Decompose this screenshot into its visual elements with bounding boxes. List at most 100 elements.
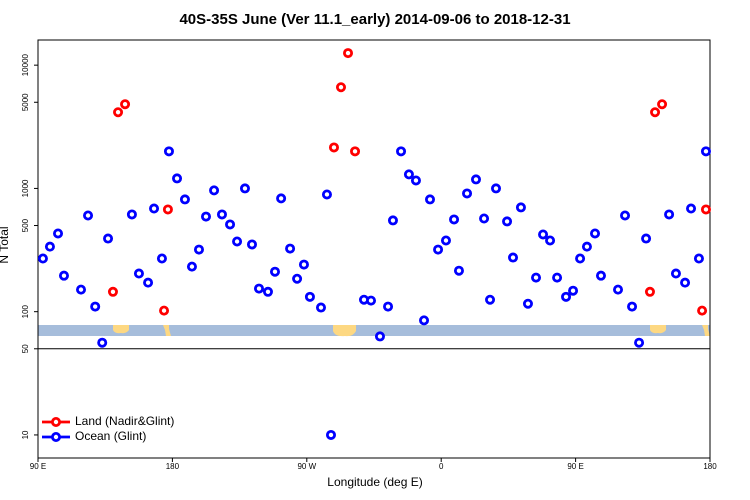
point (502, 216, 513, 227)
y-tick-label: 100 (21, 304, 30, 318)
point (76, 284, 87, 295)
point (186, 261, 197, 272)
point (613, 284, 624, 295)
point (254, 283, 265, 294)
y-tick-label: 500 (21, 218, 30, 232)
point (568, 285, 579, 296)
point (634, 337, 645, 348)
chart-title: 40S-35S June (Ver 11.1_early) 2014-09-06… (179, 11, 570, 28)
point (686, 203, 697, 214)
point (515, 202, 526, 213)
point (107, 286, 118, 297)
point (575, 253, 586, 264)
land-band (38, 325, 710, 337)
y-tick-label: 5000 (21, 93, 30, 111)
point (149, 203, 160, 214)
point (641, 233, 652, 244)
point (700, 204, 711, 215)
point (387, 215, 398, 226)
point (491, 183, 502, 194)
legend-label: Ocean (Glint) (75, 429, 146, 443)
point (90, 301, 101, 312)
y-tick-label: 10000 (21, 53, 30, 76)
point (225, 219, 236, 230)
point (680, 277, 691, 288)
point (590, 228, 601, 239)
point (298, 259, 309, 270)
point (103, 233, 114, 244)
point (479, 213, 490, 224)
point (325, 429, 336, 440)
point (239, 183, 250, 194)
point (292, 273, 303, 284)
point (37, 253, 48, 264)
point (545, 235, 556, 246)
point (670, 268, 681, 279)
plot-frame (37, 39, 711, 459)
point (410, 175, 421, 186)
point (424, 194, 435, 205)
x-tick-label: 180 (703, 462, 717, 471)
point (419, 315, 430, 326)
point (232, 236, 243, 247)
point (44, 241, 55, 252)
point (163, 146, 174, 157)
point (304, 291, 315, 302)
point (216, 209, 227, 220)
point (627, 301, 638, 312)
point (508, 252, 519, 263)
point (83, 210, 94, 221)
legend-marker (51, 416, 62, 427)
y-axis-label: N Total (0, 226, 11, 263)
legend-label: Land (Nadir&Glint) (75, 414, 174, 428)
point (126, 209, 137, 220)
point (664, 209, 675, 220)
x-tick-label: 90 E (567, 462, 583, 471)
point (657, 99, 668, 110)
y-tick-label: 10 (21, 430, 30, 439)
point (620, 210, 631, 221)
point (522, 298, 533, 309)
land-shape (113, 325, 710, 337)
point (269, 266, 280, 277)
point (143, 277, 154, 288)
point (97, 337, 108, 348)
point (343, 48, 354, 59)
point (328, 142, 339, 153)
point (366, 295, 377, 306)
point (595, 270, 606, 281)
point (697, 305, 708, 316)
point (276, 193, 287, 204)
point (561, 291, 572, 302)
point (172, 173, 183, 184)
point (462, 188, 473, 199)
point (113, 107, 124, 118)
point (120, 99, 131, 110)
x-tick-label: 90 W (297, 462, 316, 471)
point (262, 286, 273, 297)
point (321, 189, 332, 200)
point (693, 253, 704, 264)
x-tick-label: 180 (166, 462, 180, 471)
ocean-band (38, 325, 710, 336)
point (433, 244, 444, 255)
point (485, 294, 496, 305)
legend-marker (51, 431, 62, 442)
x-tick-label: 0 (439, 462, 444, 471)
point (179, 194, 190, 205)
point (650, 107, 661, 118)
point (315, 302, 326, 313)
point (383, 301, 394, 312)
x-tick-label: 90 E (30, 462, 46, 471)
point (531, 272, 542, 283)
point (285, 243, 296, 254)
point (440, 235, 451, 246)
point (552, 272, 563, 283)
point (700, 146, 711, 157)
point (449, 214, 460, 225)
point (58, 270, 69, 281)
point (156, 253, 167, 264)
x-axis-label: Longitude (deg E) (327, 475, 422, 489)
point (396, 146, 407, 157)
